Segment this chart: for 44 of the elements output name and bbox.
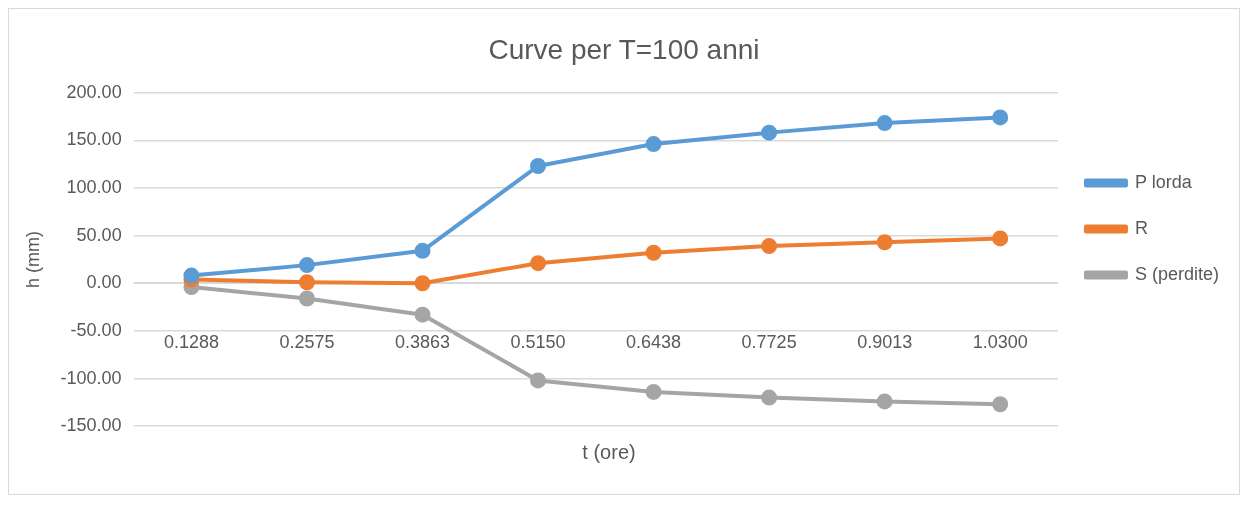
- x-axis-title: t (ore): [581, 441, 637, 465]
- x-tick-label: 0.6438: [626, 332, 682, 353]
- point: [530, 372, 547, 389]
- point: [992, 109, 1009, 126]
- x-tick-label: 0.1288: [163, 332, 219, 353]
- point: [414, 275, 431, 292]
- point: [183, 267, 200, 284]
- x-tick-label: 0.3863: [394, 332, 451, 353]
- point: [414, 242, 431, 259]
- legend-label: R: [1134, 217, 1148, 238]
- legend-label: P lorda: [1134, 171, 1193, 192]
- y-tick-label: -50.00: [70, 319, 122, 340]
- y-tick-label: 0.00: [86, 272, 122, 293]
- point: [298, 290, 315, 307]
- legend-label: S (perdite): [1134, 263, 1220, 284]
- chart-title: Curve per T=100 anni: [488, 33, 760, 65]
- point: [298, 274, 315, 291]
- point: [530, 255, 547, 272]
- point: [992, 396, 1009, 413]
- x-tick-label: 0.9013: [857, 332, 913, 353]
- x-tick-label: 0.7725: [741, 332, 797, 353]
- y-tick-label: 150.00: [66, 129, 122, 150]
- y-tick-label: 200.00: [66, 81, 122, 102]
- point: [298, 257, 315, 274]
- point: [645, 136, 662, 153]
- x-tick-label: 1.0300: [972, 332, 1028, 353]
- point: [761, 238, 778, 255]
- point: [761, 389, 778, 406]
- x-tick-label: 0.2575: [279, 332, 335, 353]
- point: [530, 157, 547, 174]
- y-axis-title: h (mm): [22, 230, 43, 288]
- point: [761, 124, 778, 141]
- y-tick-label: -150.00: [60, 415, 122, 436]
- y-tick-label: 50.00: [76, 224, 122, 245]
- point: [645, 383, 662, 400]
- point: [645, 244, 662, 261]
- point: [876, 234, 893, 251]
- point: [992, 230, 1009, 247]
- x-tick-label: 0.5150: [510, 332, 566, 353]
- point: [876, 115, 893, 132]
- y-tick-label: -100.00: [60, 367, 122, 388]
- point: [876, 393, 893, 410]
- y-tick-label: 100.00: [66, 176, 122, 197]
- point: [414, 306, 431, 323]
